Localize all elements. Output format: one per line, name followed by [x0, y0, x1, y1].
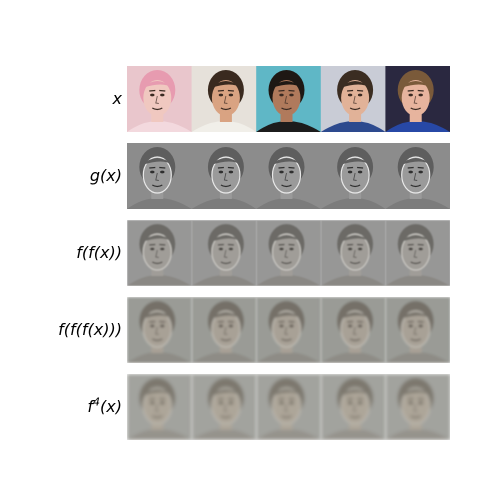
- row-f3: f(f(f(x))): [0, 297, 500, 363]
- face-thumbnail: [191, 66, 257, 132]
- face-thumbnail: [256, 374, 322, 440]
- face-thumbnail: [385, 143, 450, 209]
- face-thumbnail: [320, 143, 386, 209]
- face-thumbnail: [320, 374, 386, 440]
- image-strip-f4: [127, 374, 450, 440]
- image-strip-input: [127, 66, 450, 132]
- face-thumbnail: [320, 297, 386, 363]
- face-thumbnail: [191, 143, 257, 209]
- face-thumbnail: [320, 220, 386, 286]
- face-thumbnail: [385, 374, 450, 440]
- row-label-f4: f4(x): [87, 395, 122, 416]
- face-thumbnail: [191, 220, 257, 286]
- face-thumbnail: [385, 66, 450, 132]
- image-strip-g: [127, 143, 450, 209]
- image-strip-f3: [127, 297, 450, 363]
- row-f2: f(f(x)): [0, 220, 500, 286]
- face-thumbnail: [256, 66, 322, 132]
- face-thumbnail: [127, 66, 193, 132]
- face-thumbnail: [127, 143, 193, 209]
- row-f4: f4(x): [0, 374, 500, 440]
- row-input: x: [0, 66, 500, 132]
- face-thumbnail: [385, 297, 450, 363]
- face-thumbnail: [191, 374, 257, 440]
- face-thumbnail: [320, 66, 386, 132]
- row-label-f3: f(f(f(x))): [58, 320, 122, 339]
- face-thumbnail: [256, 220, 322, 286]
- face-thumbnail: [256, 143, 322, 209]
- face-thumbnail: [127, 297, 193, 363]
- face-thumbnail: [127, 220, 193, 286]
- row-label-g: g(x): [89, 166, 122, 185]
- row-label-input: x: [112, 89, 122, 108]
- row-label-f2: f(f(x)): [76, 243, 122, 262]
- face-thumbnail: [127, 374, 193, 440]
- face-thumbnail: [385, 220, 450, 286]
- image-strip-f2: [127, 220, 450, 286]
- face-thumbnail: [191, 297, 257, 363]
- face-thumbnail: [256, 297, 322, 363]
- row-g: g(x): [0, 143, 500, 209]
